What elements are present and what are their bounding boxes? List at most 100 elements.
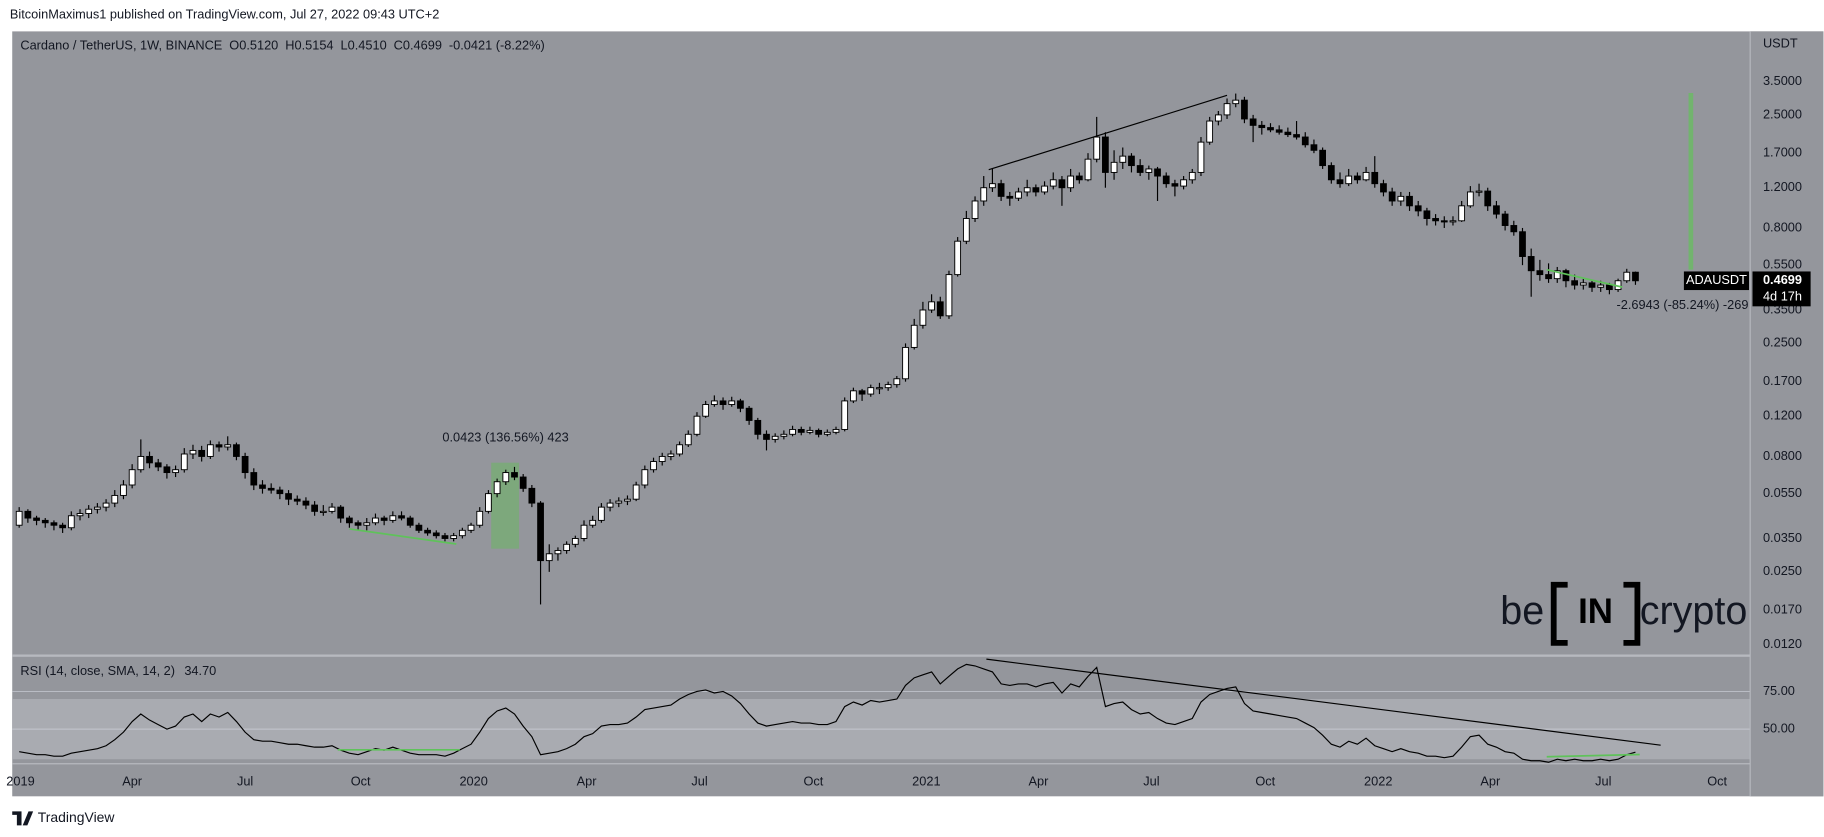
candle-body: [1371, 171, 1379, 185]
candle-body: [571, 538, 579, 545]
candle-body: [233, 444, 240, 457]
candle-body: [267, 487, 275, 491]
price-label: 0.4699: [1763, 272, 1802, 287]
publisher-line: BitcoinMaximus1 published on TradingView…: [10, 6, 439, 21]
legend-value: 0.5154: [295, 38, 334, 53]
candle-body: [276, 489, 284, 495]
candle-body: [850, 390, 857, 402]
candle-body: [354, 522, 362, 526]
candle-body: [137, 455, 145, 471]
candle-body: [450, 535, 458, 539]
candle-body: [789, 428, 796, 435]
x-tick-label: 2019: [6, 774, 34, 789]
candle-body: [1154, 168, 1161, 177]
candle-body: [1102, 136, 1109, 173]
candle-body: [458, 529, 466, 537]
candle-body: [1171, 183, 1179, 187]
candle-body: [867, 387, 875, 395]
candle-body: [719, 400, 727, 405]
candle-body: [1327, 165, 1335, 181]
candle-body: [624, 498, 631, 502]
candle-body: [1414, 205, 1422, 212]
candle-body: [1136, 165, 1144, 173]
candle-body: [1519, 231, 1526, 257]
y-tick-label: 0.0350: [1763, 530, 1802, 545]
footer-logo: [12, 811, 34, 826]
candle-body: [1067, 175, 1075, 189]
candle-body: [302, 500, 310, 506]
candle-body: [1345, 175, 1353, 185]
candle-body: [1223, 103, 1231, 116]
candle-body: [1284, 131, 1292, 136]
rsi-value: 34.70: [184, 663, 216, 678]
candle-body: [519, 476, 527, 489]
candle-body: [771, 435, 779, 440]
y-tick-label: 0.0550: [1763, 485, 1802, 500]
candle-body: [415, 524, 423, 531]
candle-body: [1606, 284, 1613, 291]
candle-body: [1484, 190, 1492, 207]
footer: TradingView: [12, 809, 115, 826]
candle-body: [1206, 120, 1214, 143]
candle-body: [476, 510, 484, 526]
candle-body: [285, 493, 292, 500]
candle-body: [823, 431, 831, 435]
candle-body: [1475, 190, 1483, 193]
candle-body: [1032, 187, 1040, 193]
candle-body: [632, 484, 640, 500]
symbol-label: ADAUSDT: [1686, 272, 1747, 287]
candle-body: [293, 498, 301, 502]
candle-body: [989, 183, 996, 189]
candle-body: [806, 429, 814, 433]
watermark-text: IN: [1578, 592, 1613, 631]
candle-body: [763, 433, 770, 440]
candle-body: [1562, 270, 1570, 282]
candle-body: [215, 444, 223, 448]
candle-body: [684, 433, 692, 446]
countdown-label: 4d 17h: [1763, 288, 1802, 303]
legend-key: H: [285, 38, 294, 53]
candle-body: [1232, 99, 1240, 105]
legend-key: L: [341, 38, 348, 53]
candle-body: [85, 508, 93, 514]
y-tick-label: 1.7000: [1763, 145, 1802, 160]
candle-body: [1545, 274, 1552, 280]
legend-value: 0.5120: [239, 38, 278, 53]
candle-body: [241, 455, 249, 474]
candle-body: [1466, 191, 1474, 207]
candle-body: [389, 515, 397, 521]
candle-body: [146, 455, 153, 464]
rsi-title: RSI (14, close, SMA, 14, 2): [20, 663, 175, 678]
candle-body: [1449, 220, 1457, 223]
x-tick-label: Jul: [1595, 774, 1611, 789]
candle-body: [980, 187, 988, 202]
candle-body: [94, 506, 101, 510]
trend-line: [988, 94, 1228, 171]
candle-body: [1145, 168, 1153, 173]
candle-body: [76, 513, 84, 517]
candle-body: [467, 524, 475, 531]
candle-body: [954, 240, 962, 276]
candle-body: [1023, 187, 1031, 193]
candle-body: [928, 301, 935, 311]
candle-body: [432, 532, 440, 537]
x-tick-label: Oct: [351, 774, 371, 789]
candle-body: [702, 404, 710, 417]
candle-body: [1362, 171, 1370, 181]
candle-body: [398, 515, 405, 519]
candle-body: [745, 407, 753, 421]
candle-body: [1258, 124, 1266, 129]
candle-body: [441, 535, 449, 539]
y-tick-label: 3.5000: [1763, 73, 1802, 88]
candle-body: [971, 200, 979, 219]
candle-body: [1397, 195, 1405, 202]
candle-body: [563, 543, 570, 551]
candle-body: [1188, 171, 1196, 181]
candle-body: [189, 449, 197, 455]
candle-body: [1406, 195, 1413, 207]
candle-body: [1049, 179, 1057, 187]
candle-body: [1197, 141, 1205, 173]
candle-body: [1388, 191, 1396, 202]
y-tick-label: 75.00: [1763, 683, 1795, 698]
candle-body: [1632, 271, 1639, 282]
